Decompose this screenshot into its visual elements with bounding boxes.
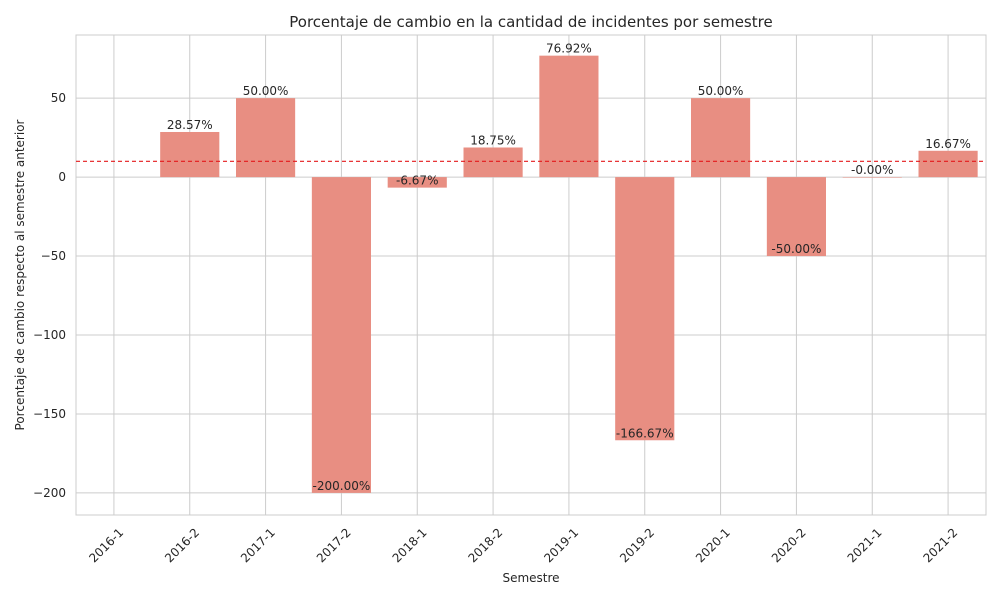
x-tick-label: 2018-2 xyxy=(465,525,505,565)
y-tick-label: −50 xyxy=(41,249,66,263)
data-label: -200.00% xyxy=(313,479,371,493)
x-tick-label: 2019-2 xyxy=(617,525,657,565)
bar-2018-2 xyxy=(463,147,523,178)
data-label: 50.00% xyxy=(698,84,744,98)
data-label: 18.75% xyxy=(470,134,516,148)
y-axis-label: Porcentaje de cambio respecto al semestr… xyxy=(13,119,27,430)
grid-layer xyxy=(76,35,986,515)
data-labels-layer: 28.57% 50.00% -200.00% -6.67% 18.75% 76.92% -1… xyxy=(167,42,971,493)
bar-2020-1 xyxy=(691,98,751,178)
bar-2017-2 xyxy=(311,177,371,493)
x-tick-label: 2020-1 xyxy=(693,525,733,565)
data-label: -6.67% xyxy=(396,174,438,188)
x-tick-label: 2016-2 xyxy=(162,525,202,565)
x-tick-label: 2017-1 xyxy=(238,525,278,565)
bar-2019-2 xyxy=(615,177,675,441)
x-tick-label: 2020-2 xyxy=(769,525,809,565)
chart-title: Porcentaje de cambio en la cantidad de i… xyxy=(289,13,772,31)
x-tick-label: 2021-2 xyxy=(920,525,960,565)
x-tick-label: 2019-1 xyxy=(541,525,581,565)
x-tick-label: 2017-2 xyxy=(314,525,354,565)
y-tick-label: −100 xyxy=(33,328,66,342)
data-label: 50.00% xyxy=(243,84,289,98)
y-tick-label: −150 xyxy=(33,407,66,421)
bar-2018-1 xyxy=(387,177,447,188)
y-tick-labels: −200 −150 −100 −50 0 50 xyxy=(33,91,66,500)
x-tick-label: 2018-1 xyxy=(390,525,430,565)
y-tick-label: 50 xyxy=(51,91,66,105)
data-label: 28.57% xyxy=(167,118,213,132)
bar-2021-2 xyxy=(918,150,978,178)
bar-2020-2 xyxy=(766,177,826,257)
y-tick-label: 0 xyxy=(58,170,66,184)
bar-2021-1 xyxy=(842,177,902,178)
bar-2019-1 xyxy=(539,55,599,178)
x-tick-labels: 2016-1 2016-2 2017-1 2017-2 2018-1 2018-2 2019… xyxy=(86,525,960,565)
y-tick-label: −200 xyxy=(33,486,66,500)
data-label: 76.92% xyxy=(546,42,592,56)
x-tick-label: 2021-1 xyxy=(845,525,885,565)
bars-layer xyxy=(160,55,978,493)
bar-2016-2 xyxy=(160,131,220,178)
data-label: -50.00% xyxy=(771,242,821,256)
data-label: 16.67% xyxy=(925,137,971,151)
x-tick-label: 2016-1 xyxy=(86,525,126,565)
x-axis-label: Semestre xyxy=(502,571,559,585)
data-label: -166.67% xyxy=(616,426,674,440)
bar-2017-1 xyxy=(236,98,296,178)
data-label: -0.00% xyxy=(851,163,893,177)
plot-area xyxy=(75,34,987,516)
